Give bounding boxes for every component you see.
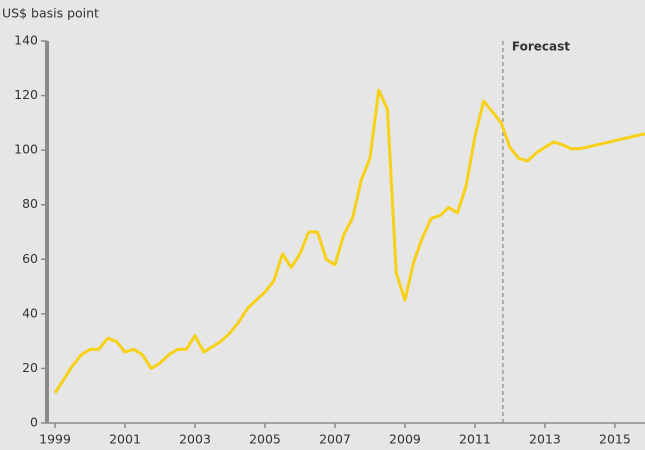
x-tick-label: 2011 — [459, 432, 491, 447]
x-tick-label: 1999 — [39, 432, 71, 447]
y-tick-label: 100 — [14, 142, 38, 157]
forecast-label: Forecast — [512, 40, 570, 54]
x-tick-label: 2001 — [109, 432, 141, 447]
y-tick-label: 20 — [22, 360, 38, 375]
y-tick-label: 80 — [22, 196, 38, 211]
x-tick-label: 2013 — [529, 432, 561, 447]
x-tick-label: 2005 — [249, 432, 281, 447]
x-tick-label: 2015 — [599, 432, 631, 447]
x-tick-label: 2007 — [319, 432, 351, 447]
y-tick-label: 0 — [30, 415, 38, 430]
y-tick-label: 40 — [22, 305, 38, 320]
x-tick-label: 2009 — [389, 432, 421, 447]
y-axis-label: US$ basis point — [2, 6, 99, 21]
y-tick-label: 60 — [22, 251, 38, 266]
series-line — [53, 88, 645, 394]
y-tick-label: 120 — [14, 87, 38, 102]
x-tick-label: 2003 — [179, 432, 211, 447]
y-tick-label: 140 — [14, 33, 38, 48]
